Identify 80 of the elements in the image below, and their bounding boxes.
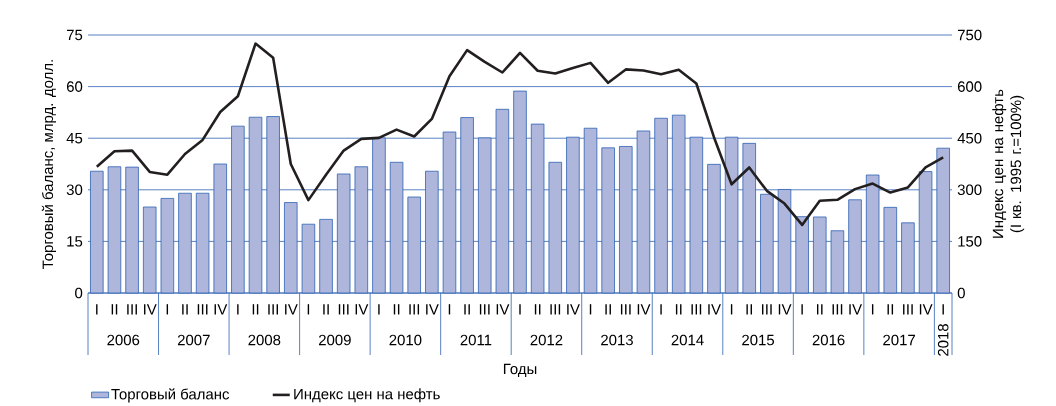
- x-tick-label: IV: [144, 304, 157, 315]
- text: 2006: [107, 334, 140, 346]
- legend-label: Индекс цен на нефть: [294, 388, 440, 403]
- x-tick-label: IV: [637, 304, 651, 315]
- y2-tick-label: 300: [957, 184, 982, 196]
- y-tick-label: 0: [75, 287, 83, 299]
- x-tick-label: IV: [496, 304, 510, 315]
- x-tick-label: II: [323, 304, 329, 315]
- x-tick-label: II: [111, 304, 118, 315]
- y2-tick-label: 450: [957, 132, 982, 144]
- line-series: [95, 42, 945, 227]
- x-tick-label: IV: [778, 304, 792, 315]
- x-tick-label: III: [268, 304, 278, 315]
- x-tick-label: IV: [355, 304, 369, 315]
- y-tick-label: 75: [66, 29, 83, 41]
- x-tick-label: III: [197, 304, 208, 315]
- x-tick-label: III: [620, 304, 631, 315]
- text: 2015: [742, 334, 775, 346]
- x-tick-label: II: [746, 304, 752, 315]
- x-tick-label: IV: [426, 304, 439, 315]
- x-tick-label: I: [307, 304, 310, 315]
- y2-axis-title: Индекс цен на нефть (I кв. 1995 г.=100%): [992, 89, 1025, 238]
- x-tick-label: III: [762, 304, 772, 315]
- y-tick-label: 45: [66, 132, 83, 144]
- x-tick-label: IV: [214, 304, 228, 315]
- x-tick-label: III: [127, 304, 137, 315]
- text: 2018: [937, 324, 949, 356]
- x-tick-label: IV: [849, 304, 863, 315]
- x-tick-label: II: [887, 304, 894, 315]
- y-tick-label: 15: [67, 236, 83, 247]
- x-tick-label: III: [479, 304, 490, 315]
- x-tick-label: I: [237, 304, 239, 315]
- x-tick-label: I: [730, 304, 733, 315]
- x-tick-label: I: [871, 304, 874, 315]
- x-tick-label: I: [378, 304, 380, 315]
- x-tick-label: III: [691, 304, 702, 315]
- x-tick-label: III: [550, 304, 561, 315]
- y2-tick-label: 600: [957, 81, 982, 92]
- x-tick-label: IV: [567, 304, 580, 315]
- x-tick-label: II: [182, 304, 188, 315]
- text: 2013: [601, 334, 633, 346]
- x-tick-label: III: [903, 304, 913, 315]
- y-axis-title: Торговый баланс, млрд. долл.: [41, 60, 57, 269]
- x-tick-label: II: [393, 304, 400, 315]
- text: 2010: [389, 334, 422, 346]
- x-tick-label: I: [942, 304, 944, 315]
- x-tick-label: II: [675, 304, 682, 315]
- x-tick-label: IV: [708, 304, 721, 315]
- x-tick-label: I: [519, 304, 521, 315]
- text: 2014: [671, 334, 704, 346]
- x-tick-label: I: [166, 304, 169, 315]
- x-tick-label: III: [338, 304, 349, 315]
- y-tick-label: 30: [66, 184, 83, 196]
- x-tick-label: II: [534, 304, 541, 315]
- text: 2012: [530, 334, 563, 346]
- text: 2009: [318, 334, 351, 346]
- x-tick-label: I: [589, 304, 592, 315]
- x-axis-title: Годы: [503, 363, 537, 378]
- x-tick-label: III: [832, 304, 843, 315]
- x-tick-label: I: [96, 304, 98, 315]
- text: 2016: [812, 334, 845, 346]
- legend-label: Торговый баланс: [111, 388, 230, 403]
- x-tick-label: II: [816, 304, 823, 315]
- x-tick-label: I: [448, 304, 451, 315]
- x-tick-label: II: [252, 304, 259, 315]
- text: 2007: [177, 334, 210, 346]
- text: 2011: [460, 334, 492, 346]
- x-tick-label: II: [605, 304, 611, 315]
- text: 2008: [248, 334, 281, 346]
- y2-tick-label: 150: [958, 236, 982, 247]
- x-tick-label: IV: [285, 304, 298, 315]
- x-tick-label: IV: [919, 304, 933, 315]
- x-tick-label: I: [801, 304, 803, 315]
- x-tick-label: II: [464, 304, 470, 315]
- text: 2017: [883, 334, 915, 346]
- y2-tick-label: 750: [957, 29, 982, 41]
- x-tick-label: III: [409, 304, 420, 315]
- y2-tick-label: 0: [957, 287, 965, 299]
- x-tick-label: I: [660, 304, 662, 315]
- y-tick-label: 60: [66, 81, 83, 92]
